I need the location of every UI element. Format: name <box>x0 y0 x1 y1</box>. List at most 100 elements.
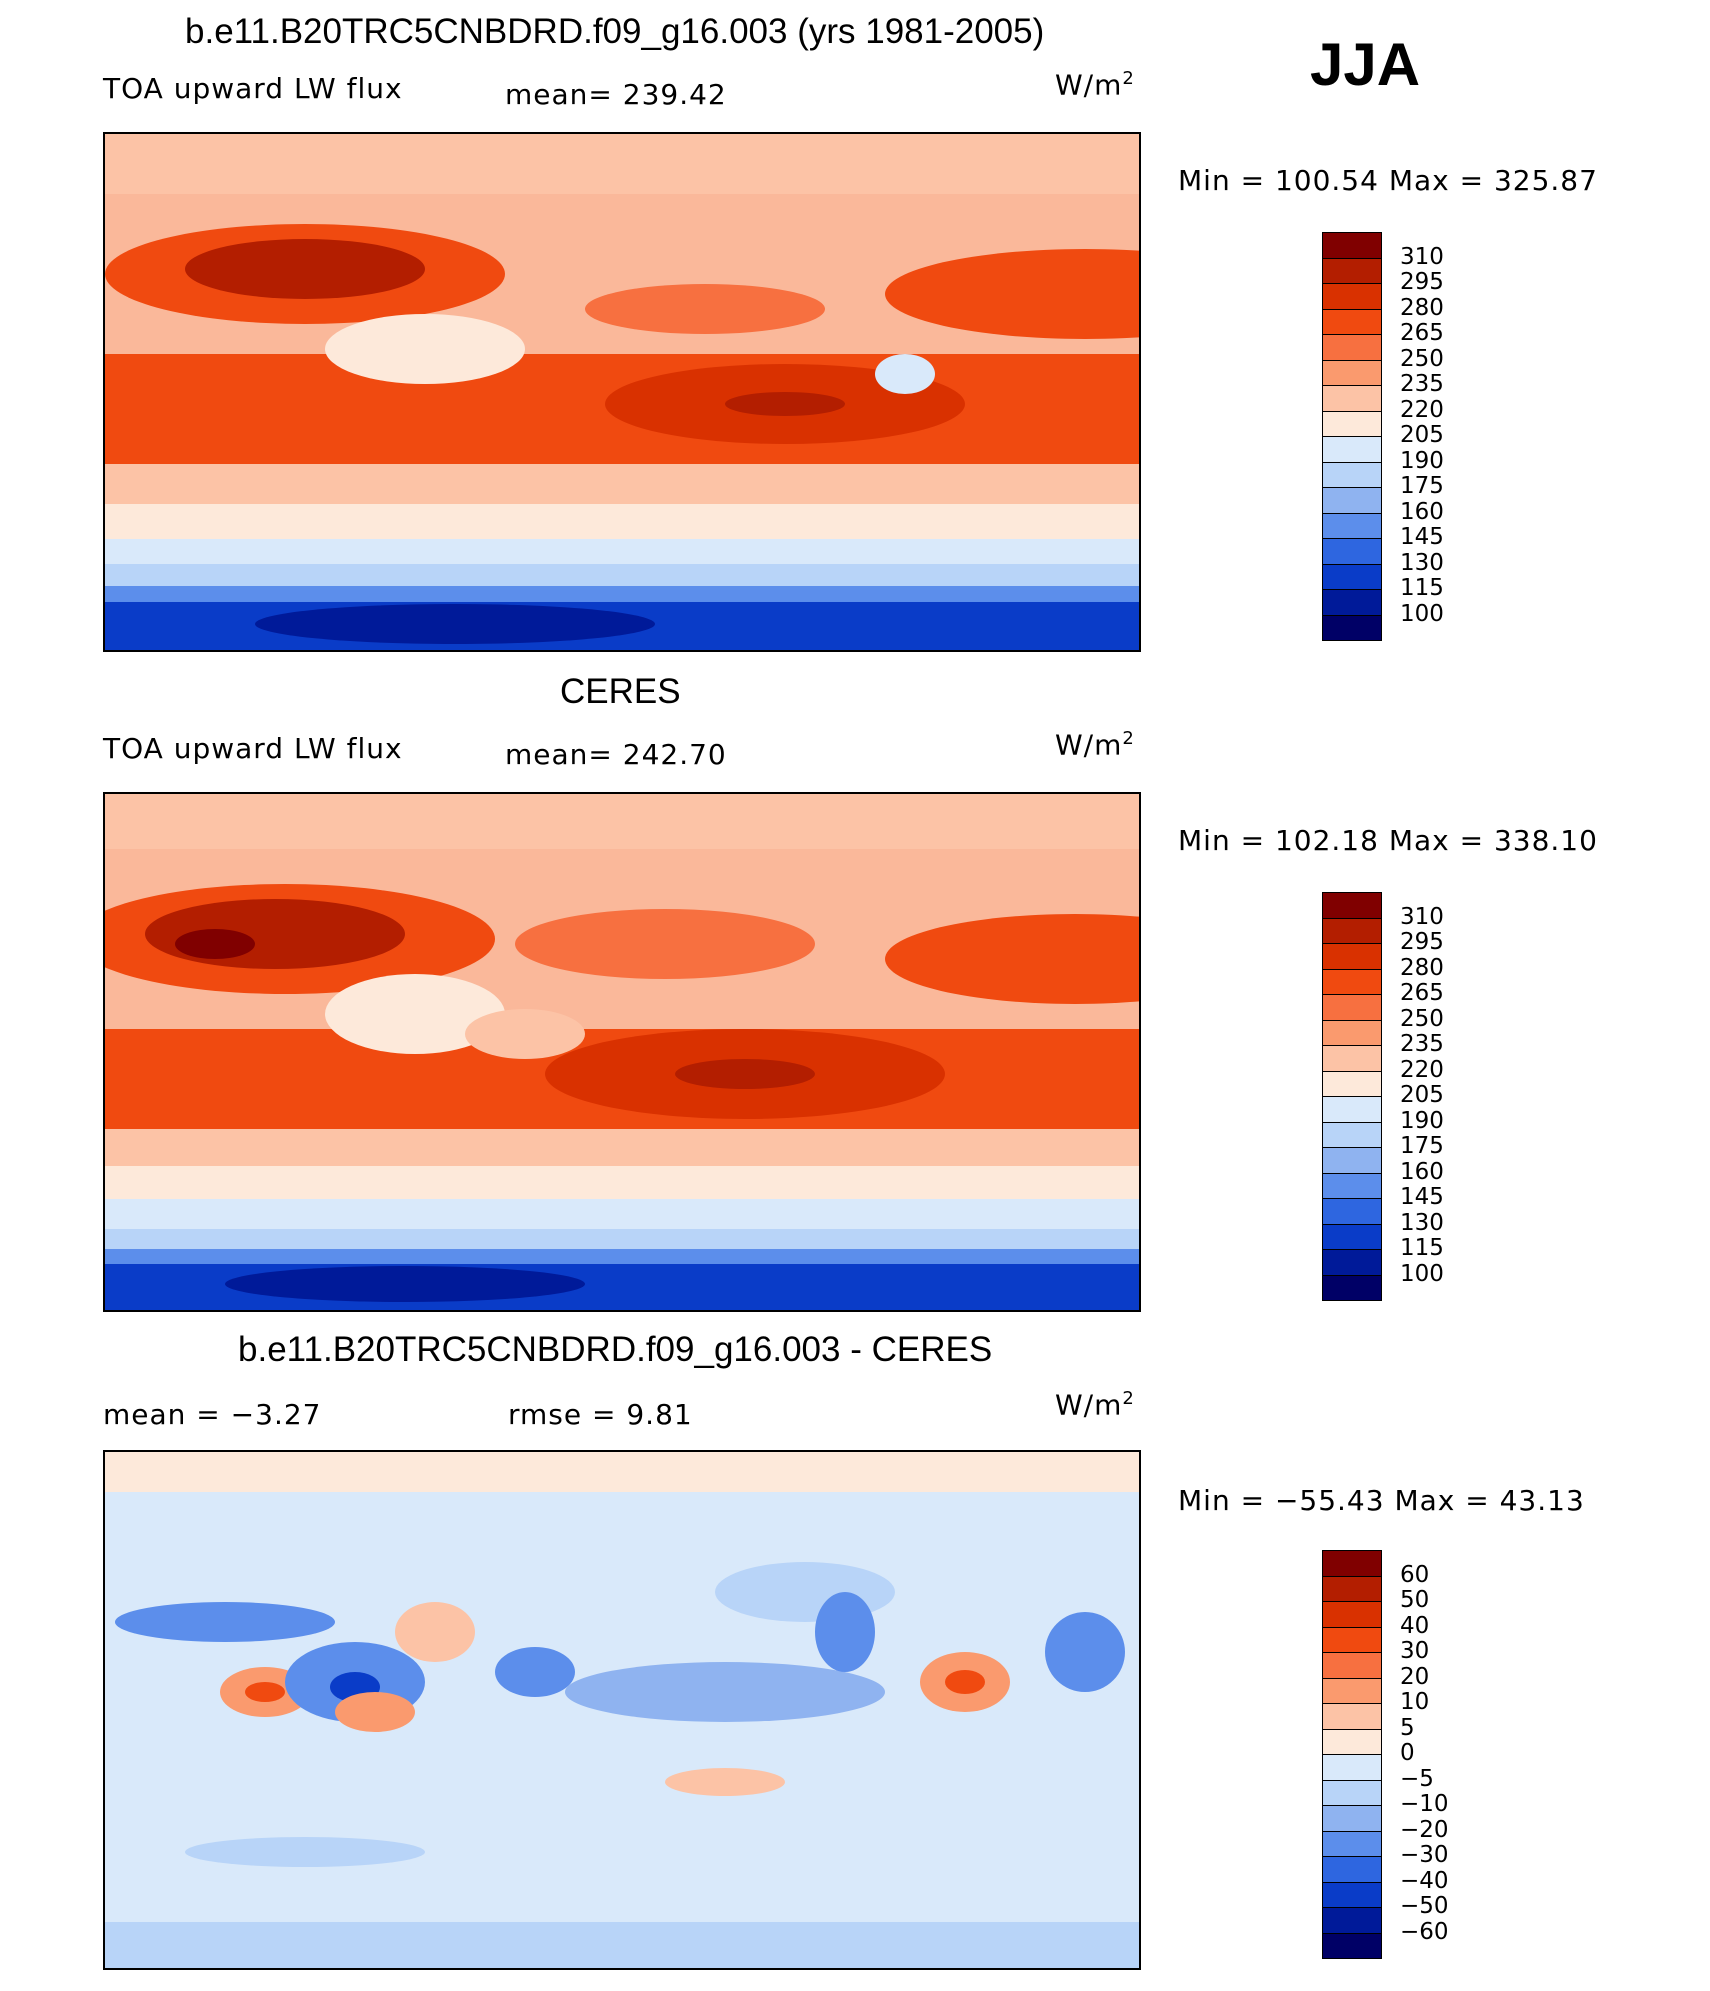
colorbar-cell <box>1322 563 1382 590</box>
colorbar-cell <box>1322 1274 1382 1301</box>
colorbar-cell <box>1322 1728 1382 1755</box>
colorbar-cell <box>1322 1172 1382 1199</box>
colorbar-cell <box>1322 1575 1382 1602</box>
panel-1-map <box>103 132 1141 652</box>
panel-1-field <box>105 134 1139 650</box>
panel-2-unit-text: W/m <box>1055 728 1123 762</box>
colorbar-tick-label: 130 <box>1400 1209 1444 1236</box>
colorbar-tick-label: 100 <box>1400 1260 1444 1287</box>
colorbar-cell <box>1322 1652 1382 1679</box>
colorbar-tick-label: 220 <box>1400 396 1444 423</box>
colorbar-tick-label: 310 <box>1400 903 1444 930</box>
colorbar-cell <box>1322 1626 1382 1653</box>
colorbar-tick-label: 40 <box>1400 1612 1430 1639</box>
colorbar-tick-label: 100 <box>1400 600 1444 627</box>
colorbar-cell <box>1322 968 1382 995</box>
panel-3-title: b.e11.B20TRC5CNBDRD.f09_g16.003 - CERES <box>238 1330 993 1369</box>
colorbar-cell <box>1322 1070 1382 1097</box>
panel-3-unit-sup: 2 <box>1122 1388 1135 1409</box>
panel-1-colorbar: 310 295 280 265 250 235 220 205 190 175 160 145 130 1… <box>1322 232 1482 641</box>
panel-3-minmax: Min = −55.43 Max = 43.13 <box>1178 1484 1585 1517</box>
colorbar-tick-label: 265 <box>1400 320 1444 346</box>
colorbar-tick-label: 295 <box>1400 269 1444 295</box>
colorbar-tick-label: 0 <box>1400 1740 1415 1766</box>
colorbar-cell <box>1322 1805 1382 1832</box>
panel-2-mean-label: mean= 242.70 <box>505 738 727 771</box>
colorbar-cell <box>1322 943 1382 970</box>
panel-1-mean-label: mean= 239.42 <box>505 78 727 111</box>
colorbar-cell <box>1322 1198 1382 1225</box>
colorbar-cell <box>1322 1019 1382 1046</box>
colorbar-tick-label: −5 <box>1400 1765 1434 1792</box>
colorbar-tick-label: 175 <box>1400 1133 1444 1159</box>
colorbar-cell <box>1322 385 1382 412</box>
colorbar-cell <box>1322 917 1382 944</box>
colorbar-cell <box>1322 512 1382 539</box>
panel-2-map <box>103 792 1141 1312</box>
colorbar-cell <box>1322 589 1382 616</box>
colorbar-cell <box>1322 334 1382 361</box>
colorbar-cell <box>1322 436 1382 463</box>
panel-3-mean-label: mean = −3.27 <box>103 1398 322 1431</box>
panel-3-unit-text: W/m <box>1055 1388 1123 1422</box>
colorbar-tick-label: 10 <box>1400 1689 1430 1715</box>
colorbar-tick-label: 220 <box>1400 1056 1444 1083</box>
panel-3-units: W/m2 <box>1055 1388 1135 1421</box>
colorbar-tick-label: 265 <box>1400 980 1444 1006</box>
colorbar-cell <box>1322 257 1382 284</box>
colorbar-cell <box>1322 487 1382 514</box>
season-label: JJA <box>1310 31 1421 98</box>
colorbar-cell <box>1322 1932 1382 1959</box>
colorbar-cell <box>1322 1550 1382 1577</box>
colorbar-tick-label: −10 <box>1400 1791 1449 1817</box>
colorbar-cell <box>1322 614 1382 641</box>
colorbar-tick-label: −40 <box>1400 1867 1449 1894</box>
panel-1-variable-label: TOA upward LW flux <box>103 72 403 105</box>
colorbar-tick-label: 130 <box>1400 549 1444 576</box>
colorbar-cell <box>1322 232 1382 259</box>
colorbar-cell <box>1322 1045 1382 1072</box>
panel-3-colorbar: 60 50 40 30 20 10 5 0 −5 −10 −20 −30 −40 −50 −60 <box>1322 1550 1482 1959</box>
colorbar-tick-label: 295 <box>1400 929 1444 955</box>
colorbar-tick-label: 250 <box>1400 345 1444 372</box>
colorbar-tick-label: 115 <box>1400 1235 1444 1261</box>
colorbar-tick-label: 250 <box>1400 1005 1444 1032</box>
colorbar-cell <box>1322 1703 1382 1730</box>
panel-1-units: W/m2 <box>1055 68 1135 101</box>
panel-2-variable-label: TOA upward LW flux <box>103 732 403 765</box>
panel-1-unit-text: W/m <box>1055 68 1123 102</box>
colorbar-cell <box>1322 283 1382 310</box>
colorbar-tick-label: 20 <box>1400 1663 1430 1690</box>
colorbar-tick-label: 160 <box>1400 1158 1444 1185</box>
colorbar-cell <box>1322 538 1382 565</box>
colorbar-tick-label: 160 <box>1400 498 1444 525</box>
colorbar-tick-label: 5 <box>1400 1714 1415 1741</box>
colorbar-cell <box>1322 994 1382 1021</box>
colorbar-cell <box>1322 308 1382 335</box>
colorbar-cell <box>1322 1907 1382 1934</box>
colorbar-cell <box>1322 461 1382 488</box>
panel-3-map <box>103 1450 1141 1970</box>
colorbar-tick-label: 145 <box>1400 524 1444 550</box>
panel-2-unit-sup: 2 <box>1122 728 1135 749</box>
colorbar-cell <box>1322 1856 1382 1883</box>
colorbar-tick-label: 175 <box>1400 473 1444 499</box>
colorbar-cell <box>1322 410 1382 437</box>
colorbar-tick-label: 235 <box>1400 1031 1444 1057</box>
colorbar-tick-label: −20 <box>1400 1816 1449 1843</box>
panel-1-minmax: Min = 100.54 Max = 325.87 <box>1178 164 1598 197</box>
colorbar-cell <box>1322 1881 1382 1908</box>
colorbar-cell <box>1322 892 1382 919</box>
panel-3-field <box>105 1452 1139 1968</box>
colorbar-tick-label: −50 <box>1400 1893 1449 1919</box>
colorbar-cell <box>1322 1830 1382 1857</box>
colorbar-cell <box>1322 1677 1382 1704</box>
colorbar-tick-label: 190 <box>1400 447 1444 474</box>
colorbar-cell <box>1322 359 1382 386</box>
colorbar-tick-label: 50 <box>1400 1587 1430 1613</box>
colorbar-cell <box>1322 1096 1382 1123</box>
colorbar-cell <box>1322 1249 1382 1276</box>
colorbar-tick-label: −30 <box>1400 1842 1449 1868</box>
colorbar-tick-label: 115 <box>1400 575 1444 601</box>
panel-2-colorbar: 310 295 280 265 250 235 220 205 190 175 160 145 130 1… <box>1322 892 1482 1301</box>
